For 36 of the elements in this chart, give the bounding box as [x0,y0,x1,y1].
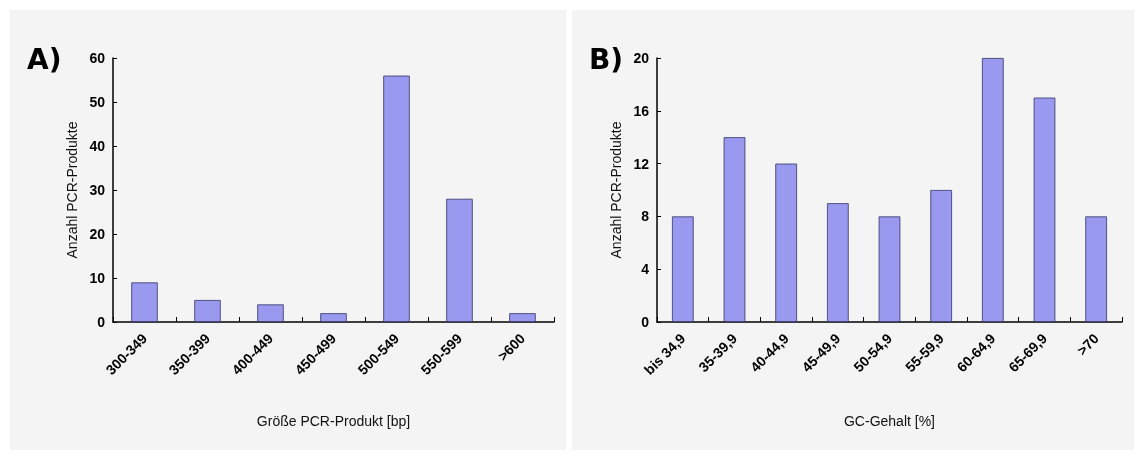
bar [775,163,798,322]
y-tick-label: 30 [89,182,106,198]
y-tick-label: 10 [89,270,106,286]
x-axis-title: GC-Gehalt [%] [843,413,936,429]
y-tick-label: 50 [89,94,106,110]
chart-title: A) [27,42,62,76]
y-tick-label: 20 [89,226,106,242]
y-tick-label: 20 [633,50,650,66]
bar [257,304,284,322]
bar [930,190,953,322]
y-axis-title: Anzahl PCR-Produkte [63,121,80,259]
bar [320,313,347,322]
bar [446,198,473,322]
y-tick-label: 4 [641,261,650,278]
bar [509,313,536,322]
bar [723,137,746,322]
x-axis-title: Größe PCR-Produkt [bp] [256,413,411,429]
bar [878,216,901,322]
bar [671,216,694,322]
bar [383,75,410,322]
bar [194,300,221,322]
y-tick-label: 60 [89,50,106,66]
bar [826,203,849,322]
chart-title: B) [589,42,624,76]
x-tick-label: >70 [1073,330,1102,359]
bar [1085,216,1108,322]
y-tick-label: 8 [641,208,650,225]
y-axis-title: Anzahl PCR-Produkte [607,121,624,259]
y-tick-label: 0 [97,314,106,330]
bar [981,58,1004,322]
y-tick-label: 40 [89,138,106,154]
y-tick-label: 12 [633,155,650,172]
bar [131,282,158,322]
bar [1033,97,1056,322]
y-tick-label: 16 [633,102,650,119]
y-tick-label: 0 [641,314,650,330]
